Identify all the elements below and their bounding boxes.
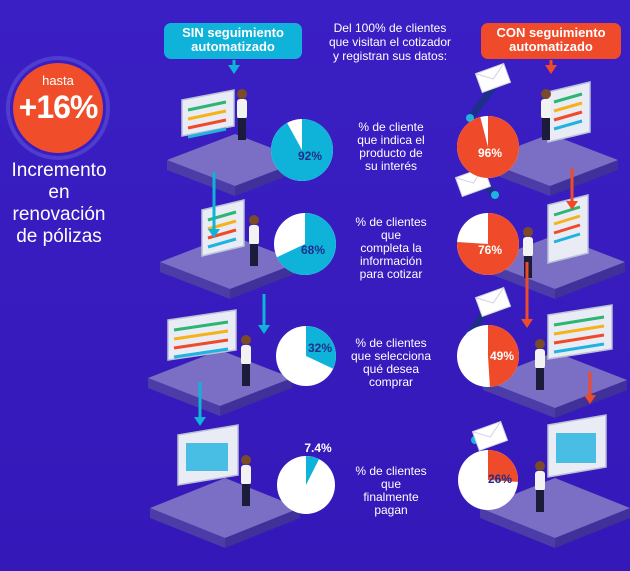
step-2-line-1: % de clientes	[355, 215, 427, 229]
step-4-line-1: % de clientes	[355, 464, 427, 478]
step-3-line-3: qué desea	[362, 362, 420, 376]
con-header-line-1: CON seguimiento	[496, 25, 606, 40]
con-arrow-1	[566, 168, 578, 210]
con-person-4	[535, 461, 545, 512]
sin-pie-4-slice	[306, 456, 320, 485]
step-1-line-3: producto de	[359, 146, 423, 160]
step-3-line-1: % de clientes	[355, 336, 427, 350]
sin-platform-1	[167, 134, 303, 196]
con-pie-1-label: 96%	[478, 146, 502, 160]
sin-screen-1	[181, 89, 235, 139]
con-pie-3	[457, 325, 519, 387]
con-header-arrow	[545, 60, 557, 74]
sin-pie-2-label: 68%	[301, 243, 325, 257]
sin-pie-1-slice	[271, 119, 333, 181]
con-header-line-2: automatizado	[509, 39, 593, 54]
con-platform-4	[480, 478, 630, 548]
sin-platform-2	[160, 235, 300, 299]
step-1-label: % de cliente que indica el producto de s…	[336, 121, 446, 173]
intro-line-3: y registran sus datos:	[332, 49, 448, 63]
step-3-line-4: comprar	[368, 375, 413, 389]
sin-screen-3	[167, 309, 237, 361]
envelope-3	[474, 286, 512, 318]
badge-caption-line-1: Incremento	[11, 160, 107, 181]
step-4-line-2: que	[380, 477, 402, 491]
sin-pie-4	[277, 456, 335, 514]
robot-arm-1	[466, 81, 499, 122]
sin-arrow-3	[194, 382, 206, 426]
sin-pie-3-slice	[306, 326, 337, 369]
step-1-line-1: % de cliente	[358, 120, 424, 134]
step-2-line-3: completa la	[360, 241, 422, 255]
con-pie-1-slice	[456, 116, 519, 179]
sin-person-2	[249, 215, 259, 266]
sin-pie-3	[276, 326, 337, 386]
con-screen-2	[547, 194, 589, 264]
con-pie-4-slice	[488, 450, 518, 482]
step-2-label: % de clientes que completa la informació…	[336, 216, 446, 281]
con-person-3	[535, 339, 545, 390]
sin-pie-1	[271, 119, 333, 181]
sin-header-arrow	[228, 60, 240, 74]
con-pie-3-slice	[488, 325, 519, 387]
sin-platform-4	[150, 478, 300, 548]
sin-person-3	[241, 335, 251, 386]
sin-screen-4	[177, 424, 239, 486]
step-4-line-3: finalmente	[363, 490, 419, 504]
sin-pie-1-label: 92%	[298, 149, 322, 163]
con-pie-1	[456, 116, 519, 179]
badge-prefix: hasta	[42, 73, 74, 88]
sin-pie-2	[274, 213, 336, 275]
step-4-line-4: pagan	[374, 503, 408, 517]
badge-ring	[6, 56, 110, 160]
envelope-1	[474, 62, 512, 94]
step-3-line-2: que selecciona	[350, 349, 432, 363]
sin-arrow-1	[208, 172, 220, 238]
badge-caption: Incremento en renovación de pólizas	[0, 160, 118, 248]
step-2-line-4: información	[359, 254, 423, 268]
con-screen-3	[547, 304, 613, 360]
increment-badge: hasta +16%	[13, 63, 103, 153]
con-screen-4	[547, 414, 607, 478]
badge-caption-line-2: en renovación	[12, 182, 106, 225]
sin-arrow-2	[258, 294, 270, 334]
sin-pie-3-label: 32%	[308, 341, 332, 355]
step-1-line-2: que indica el	[357, 133, 425, 147]
sin-pie-2-slice	[276, 213, 336, 275]
step-2-line-5: para cotizar	[359, 267, 423, 281]
step-3-label: % de clientes que selecciona qué desea c…	[336, 337, 446, 389]
intro-line-2: que visitan el cotizador	[328, 35, 452, 49]
sin-header-line-2: automatizado	[191, 39, 275, 54]
sin-platform-3	[148, 350, 292, 416]
badge-caption-line-3: de pólizas	[16, 226, 102, 247]
con-arrow-3	[584, 372, 596, 404]
con-person-1	[541, 89, 551, 140]
con-pie-4-label: 26%	[488, 472, 512, 486]
con-pie-2-label: 76%	[478, 243, 502, 257]
intro-text: Del 100% de clientes que visitan el coti…	[320, 21, 460, 63]
con-pie-4	[458, 450, 518, 510]
con-pie-3-label: 49%	[490, 349, 514, 363]
con-pie-2	[457, 213, 519, 275]
step-1-line-4: su interés	[364, 159, 418, 173]
intro-line-1: Del 100% de clientes	[333, 21, 447, 35]
step-2-line-2: que	[380, 228, 402, 242]
sin-pie-4-label: 7.4%	[304, 441, 332, 455]
sin-person-4	[241, 455, 251, 506]
con-arrow-2	[521, 262, 533, 328]
con-pie-2-slice	[457, 213, 519, 275]
sin-header: SIN seguimiento automatizado	[164, 23, 302, 59]
step-4-label: % de clientes que finalmente pagan	[336, 465, 446, 517]
sin-header-line-1: SIN seguimiento	[182, 25, 284, 40]
con-header: CON seguimiento automatizado	[481, 23, 621, 59]
sin-person-1	[237, 89, 247, 140]
badge-value: +16%	[18, 89, 99, 125]
envelope-4	[471, 420, 509, 452]
